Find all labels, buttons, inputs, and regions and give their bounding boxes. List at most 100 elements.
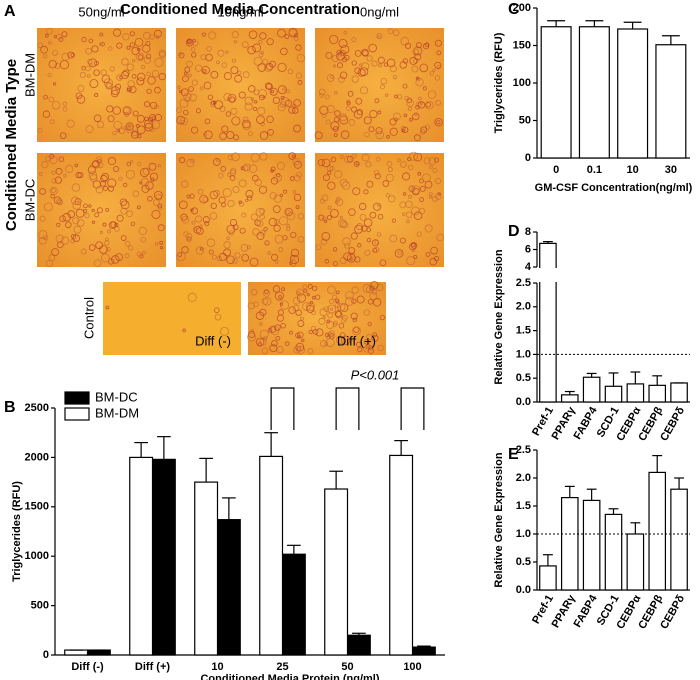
cell bbox=[153, 190, 163, 200]
cell bbox=[284, 99, 293, 107]
cell bbox=[389, 127, 398, 136]
cell bbox=[391, 218, 397, 223]
cell bbox=[257, 107, 266, 116]
cell bbox=[146, 88, 152, 95]
cell bbox=[253, 100, 258, 104]
cell bbox=[154, 113, 162, 122]
cell bbox=[296, 291, 301, 295]
cell bbox=[280, 47, 288, 56]
cell bbox=[140, 236, 147, 243]
panel-label: C bbox=[508, 1, 520, 18]
cell bbox=[308, 329, 313, 335]
cell bbox=[367, 299, 374, 305]
cell bbox=[194, 64, 203, 72]
cell bbox=[59, 132, 67, 139]
cell bbox=[354, 256, 361, 263]
cell bbox=[277, 28, 286, 38]
cell bbox=[333, 90, 338, 95]
cell bbox=[291, 154, 296, 159]
column-label: 0ng/ml bbox=[360, 4, 399, 19]
cell bbox=[343, 30, 348, 35]
cell bbox=[278, 295, 282, 299]
cell bbox=[230, 218, 238, 226]
cell bbox=[214, 307, 220, 313]
cell bbox=[199, 247, 204, 251]
cell bbox=[279, 302, 284, 306]
cell bbox=[159, 245, 164, 250]
cell bbox=[324, 332, 330, 338]
cell bbox=[369, 211, 377, 219]
cell bbox=[148, 162, 157, 171]
cell bbox=[101, 74, 111, 84]
cell bbox=[259, 322, 263, 326]
cell bbox=[332, 64, 337, 68]
cell bbox=[39, 215, 46, 222]
cell bbox=[339, 113, 348, 122]
cell bbox=[158, 73, 166, 81]
cell bbox=[244, 102, 253, 111]
cell bbox=[260, 122, 265, 127]
cell bbox=[344, 296, 354, 306]
cell bbox=[266, 63, 274, 71]
cell bbox=[394, 94, 398, 99]
cell bbox=[176, 107, 182, 113]
y-axis-label: Triglycerides (RFU) bbox=[493, 32, 505, 133]
cell bbox=[94, 93, 99, 98]
cell bbox=[186, 60, 193, 68]
y-tick-label: 1.0 bbox=[516, 348, 531, 360]
cell bbox=[88, 244, 96, 251]
cell bbox=[48, 254, 56, 261]
cell bbox=[178, 200, 188, 210]
y-tick-label: 1.5 bbox=[516, 500, 531, 512]
cell bbox=[195, 246, 205, 255]
cell bbox=[377, 110, 382, 115]
cell bbox=[414, 53, 422, 61]
cell bbox=[297, 80, 303, 85]
cell bbox=[265, 83, 273, 91]
cell bbox=[199, 194, 208, 204]
cell bbox=[63, 174, 67, 178]
cell bbox=[408, 185, 416, 193]
cell bbox=[38, 230, 48, 240]
y-tick-label: 2.5 bbox=[516, 444, 531, 456]
cell bbox=[415, 101, 422, 108]
cell bbox=[412, 112, 420, 121]
cell bbox=[269, 325, 277, 333]
cell bbox=[416, 231, 422, 237]
cell bbox=[356, 223, 364, 231]
cell bbox=[218, 252, 227, 262]
cell bbox=[350, 232, 358, 240]
cell bbox=[256, 115, 265, 124]
cell bbox=[144, 122, 154, 132]
cell bbox=[49, 119, 55, 125]
cell bbox=[387, 167, 393, 173]
cell bbox=[188, 73, 192, 78]
cell bbox=[301, 338, 305, 343]
cell bbox=[55, 167, 63, 175]
cell bbox=[435, 99, 442, 106]
cell bbox=[80, 248, 87, 255]
cell bbox=[402, 126, 409, 134]
cell bbox=[138, 226, 147, 236]
cell bbox=[386, 134, 390, 139]
cell bbox=[182, 328, 186, 333]
cell bbox=[123, 106, 130, 114]
cell bbox=[365, 161, 372, 168]
cell bbox=[326, 215, 332, 221]
cell bbox=[56, 222, 61, 228]
cell bbox=[263, 227, 268, 232]
cell bbox=[297, 213, 305, 220]
cell bbox=[356, 109, 363, 116]
cell bbox=[364, 339, 370, 345]
cell bbox=[269, 344, 278, 353]
cell bbox=[351, 75, 359, 83]
cell bbox=[209, 212, 218, 220]
cell bbox=[93, 69, 100, 76]
cell bbox=[213, 189, 220, 197]
cell bbox=[208, 31, 217, 40]
cell bbox=[102, 186, 108, 191]
cell bbox=[226, 130, 235, 140]
cell bbox=[327, 331, 333, 338]
cell bbox=[126, 87, 132, 93]
cell bbox=[188, 86, 194, 92]
